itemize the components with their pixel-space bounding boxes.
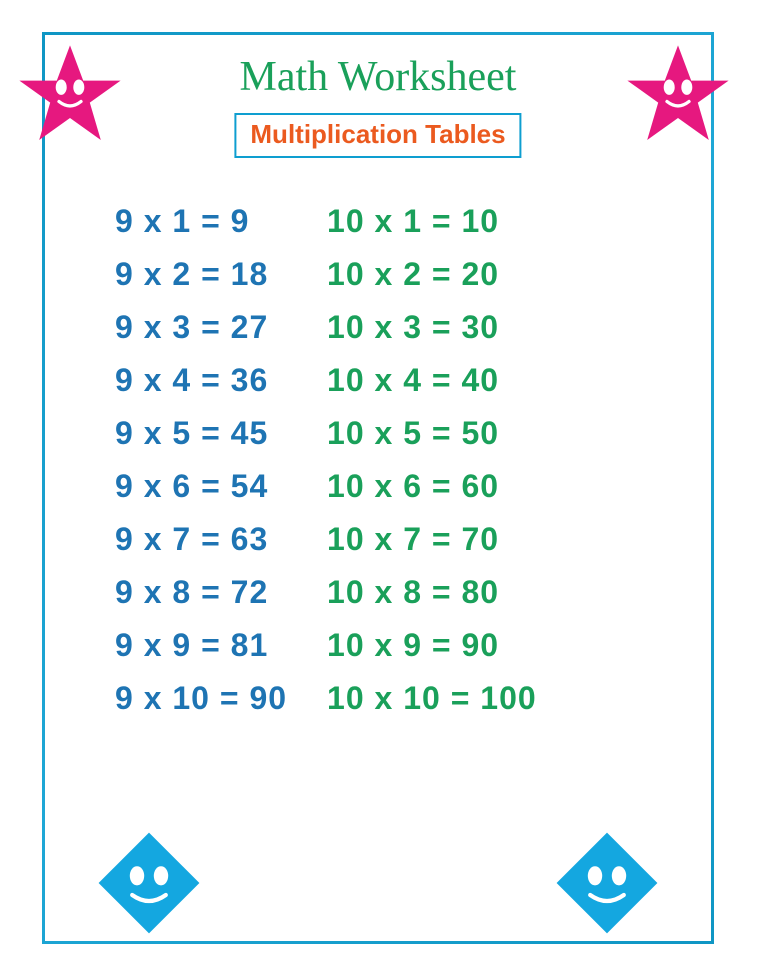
- table-row: 9 x 8 = 72: [115, 574, 287, 611]
- table-row: 10 x 10 = 100: [327, 680, 537, 717]
- table-row: 9 x 6 = 54: [115, 468, 287, 505]
- table-row: 9 x 1 = 9: [115, 203, 287, 240]
- table-10: 10 x 1 = 10 10 x 2 = 20 10 x 3 = 30 10 x…: [327, 203, 537, 717]
- table-row: 10 x 4 = 40: [327, 362, 537, 399]
- table-row: 10 x 7 = 70: [327, 521, 537, 558]
- table-row: 9 x 2 = 18: [115, 256, 287, 293]
- table-row: 10 x 9 = 90: [327, 627, 537, 664]
- page-title: Math Worksheet: [45, 53, 711, 101]
- worksheet-frame: Math Worksheet Multiplication Tables 9 x…: [42, 32, 714, 944]
- table-row: 10 x 6 = 60: [327, 468, 537, 505]
- table-row: 10 x 5 = 50: [327, 415, 537, 452]
- table-row: 9 x 3 = 27: [115, 309, 287, 346]
- table-row: 10 x 8 = 80: [327, 574, 537, 611]
- diamond-icon: [547, 823, 667, 943]
- table-row: 10 x 3 = 30: [327, 309, 537, 346]
- table-row: 9 x 4 = 36: [115, 362, 287, 399]
- table-9: 9 x 1 = 9 9 x 2 = 18 9 x 3 = 27 9 x 4 = …: [115, 203, 287, 717]
- table-row: 9 x 5 = 45: [115, 415, 287, 452]
- diamond-icon: [89, 823, 209, 943]
- table-row: 9 x 9 = 81: [115, 627, 287, 664]
- tables-container: 9 x 1 = 9 9 x 2 = 18 9 x 3 = 27 9 x 4 = …: [115, 203, 681, 717]
- table-row: 9 x 10 = 90: [115, 680, 287, 717]
- subtitle-text: Multiplication Tables: [250, 119, 505, 150]
- table-row: 10 x 1 = 10: [327, 203, 537, 240]
- table-row: 9 x 7 = 63: [115, 521, 287, 558]
- subtitle-box: Multiplication Tables: [234, 113, 521, 158]
- table-row: 10 x 2 = 20: [327, 256, 537, 293]
